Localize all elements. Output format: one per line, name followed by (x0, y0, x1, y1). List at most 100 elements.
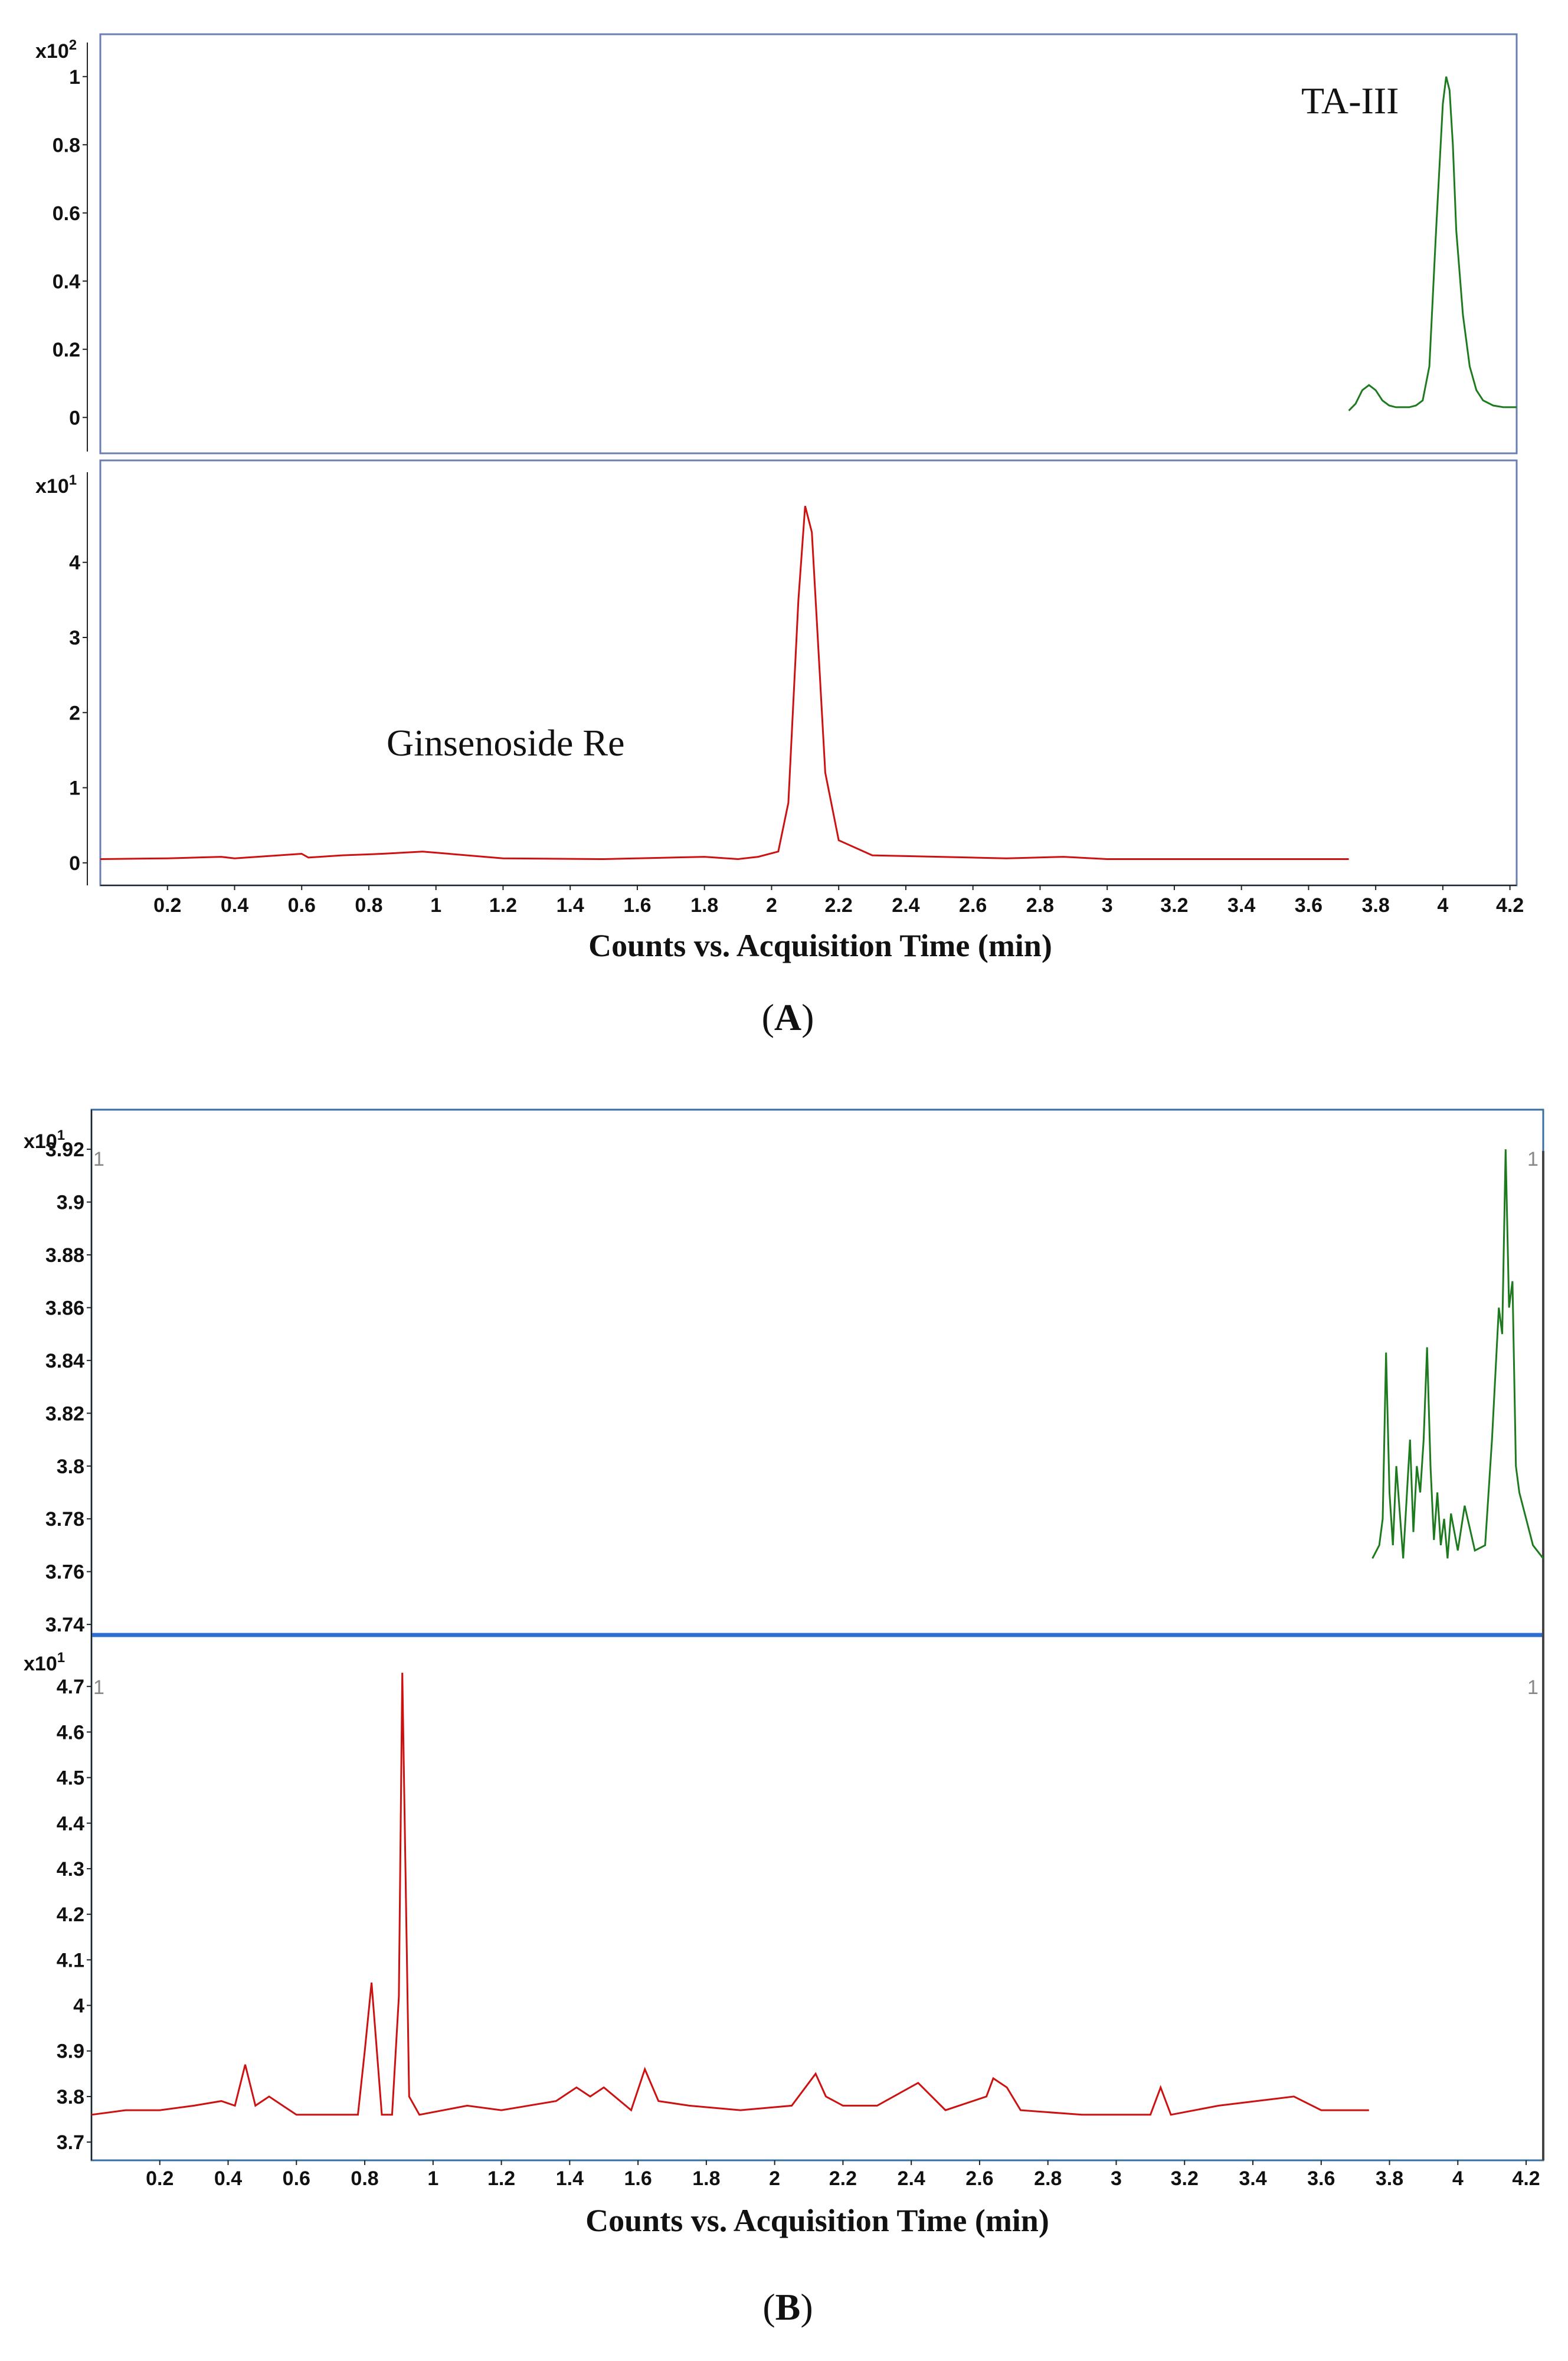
panel-b-bottom-y-tick-label: 3.8 (57, 2086, 84, 2108)
panel-b-top-y-tick-label: 3.78 (45, 1508, 84, 1531)
panel-b-x-tick-label: 4 (1452, 2167, 1464, 2190)
panel-b-bottom-y-tick-label: 4.6 (57, 1721, 84, 1744)
panel-b-bottom-y-ticks: 3.7 3.8 3.9 4 4.1 4.2 4.3 4.4 4.5 4.6 4.7 (57, 1676, 91, 2154)
series-line-ginsenoside-re-a (100, 505, 1349, 861)
panel-b-bottom-y-tick-label: 4.2 (57, 1904, 84, 1926)
panel-b-x-tick-label: 1.6 (624, 2167, 652, 2190)
panel-b-bottom-y-tick-label: 4.5 (57, 1767, 84, 1790)
panel-b-top-y-ticks: 3.74 3.76 3.78 3.8 3.82 3.84 3.86 3.88 3.9 3.92 (45, 1139, 91, 1636)
panel-a-x-tick-label: 1.6 (623, 894, 651, 917)
panel-a-x-tick-label: 0.8 (355, 894, 382, 917)
panel-a-top-y-tick-label: 0.4 (53, 270, 80, 293)
panel-a-bottom-multiplier: x101 (35, 472, 77, 498)
panel-a-top-frame (99, 33, 1518, 454)
panel-b-bottom-y-tick-label: 4.7 (57, 1676, 84, 1698)
panel-b-top-y-tick-label: 3.74 (45, 1614, 84, 1636)
panel-b-x-tick-label: 1.8 (692, 2167, 720, 2190)
panel-a-top-y-tick-label: 0.6 (53, 202, 80, 225)
panel-b-top-multiplier: x101 (24, 1127, 65, 1153)
panel-a-x-tick-label: 3.6 (1295, 894, 1323, 917)
panel-b-x-tick-label: 3.2 (1171, 2167, 1199, 2190)
panel-a-x-tick-label: 3.4 (1227, 894, 1255, 917)
series-line-ta-iii-b (1371, 1149, 1544, 1559)
series-line-ta-iii-a (1348, 76, 1517, 411)
annotation-ginsenoside-re: Ginsenoside Re (387, 722, 625, 764)
panel-b-top-y-tick-label: 3.8 (57, 1456, 84, 1478)
panel-b-x-tick-label: 1 (427, 2167, 438, 2190)
panel-a-x-tick-label: 1.4 (557, 894, 584, 917)
panel-b: x101 x101 1 1 1 1 3.743.763.783.83.823.8… (24, 1108, 1544, 2328)
panel-a-x-tick-label: 3.2 (1160, 894, 1188, 917)
panel-b-bottom-y-tick-label: 4.3 (57, 1858, 84, 1881)
panel-a-top-y-tick-label: 0 (69, 407, 80, 429)
panel-b-bottom-y-tick-label: 4.4 (57, 1813, 84, 1835)
panel-a-top-y-tick-label: 1 (69, 66, 80, 89)
panel-a-x-tick-label: 2.2 (825, 894, 853, 917)
panel-a-bottom-frame (99, 459, 1518, 887)
panel-a-x-tick-label: 2 (766, 894, 777, 917)
panel-b-top-y-tick-label: 3.88 (45, 1244, 84, 1267)
panel-b-top-y-tick-label: 3.76 (45, 1561, 84, 1584)
panel-b-bottom-multiplier: x101 (24, 1650, 65, 1675)
panel-b-top-left-marker: 1 (93, 1148, 104, 1170)
panel-a-x-axis-label: Counts vs. Acquisition Time (min) (588, 928, 1052, 963)
panel-b-x-axis-label: Counts vs. Acquisition Time (min) (585, 2203, 1049, 2238)
panel-b-x-tick-label: 1.2 (487, 2167, 515, 2190)
panel-a-x-tick-label: 2.4 (892, 894, 919, 917)
panel-b-bottom-right-marker: 1 (1527, 1676, 1538, 1699)
panel-a-x-tick-label: 1.2 (489, 894, 517, 917)
panel-b-x-tick-label: 3 (1111, 2167, 1122, 2190)
panel-a-x-tick-label: 0.2 (153, 894, 181, 917)
panel-a-x-tick-label: 4.2 (1496, 894, 1524, 917)
panel-b-bottom-y-tick-label: 3.9 (57, 2040, 84, 2063)
panel-b-bottom-y-tick-label: 4.1 (57, 1949, 84, 1971)
panel-a-x-ticks: 0.2 0.4 0.6 0.8 1 1.2 1.4 1.6 1.8 2 2.2 2.4 2.6 2.8 3 3… (153, 885, 1524, 917)
panel-b-x-tick-label: 2.6 (965, 2167, 993, 2190)
panel-a-x-tick-label: 0.4 (221, 894, 248, 917)
panel-b-x-tick-label: 2.8 (1034, 2167, 1062, 2190)
panel-a-bottom-y-tick-label: 3 (69, 627, 80, 649)
panel-b-x-tick-label: 2 (769, 2167, 780, 2190)
panel-b-bottom-y-tick-label: 3.7 (57, 2131, 84, 2154)
panel-a-x-tick-label: 0.6 (288, 894, 316, 917)
panel-a-x-tick-label: 2.8 (1026, 894, 1054, 917)
panel-b-x-tick-label: 3.8 (1376, 2167, 1403, 2190)
panel-a-x-tick-label: 4 (1437, 894, 1448, 917)
panel-b-x-ticks: 0.2 0.4 0.6 0.8 1 1.2 1.4 1.6 1.8 2 2.2 2.4 2.6 2.8 3 3… (146, 2160, 1540, 2190)
panel-a-x-tick-label: 3.8 (1362, 894, 1390, 917)
panel-b-top-y-tick-label: 3.9 (57, 1192, 84, 1214)
panel-b-caption: (B) (762, 2286, 813, 2328)
panel-b-x-tick-label: 3.4 (1239, 2167, 1266, 2190)
panel-a-caption: (A) (762, 996, 814, 1038)
panel-a-bottom-y-ticks: 0 1 2 3 4 (69, 552, 87, 875)
panel-b-top-right-marker: 1 (1527, 1148, 1538, 1170)
panel-b-x-tick-label: 2.2 (829, 2167, 857, 2190)
panel-a-top-y-tick-label: 0.8 (53, 134, 80, 156)
panel-b-x-tick-label: 2.4 (898, 2167, 925, 2190)
panel-b-top-y-tick-label: 3.92 (45, 1139, 84, 1161)
panel-b-x-tick-label: 0.2 (146, 2167, 174, 2190)
series-line-ginsenoside-re-b (91, 1672, 1369, 2116)
panel-b-x-tick-label: 3.6 (1307, 2167, 1335, 2190)
panel-a-x-tick-label: 3 (1102, 894, 1113, 917)
panel-b-x-tick-label: 1.4 (556, 2167, 584, 2190)
panel-a-x-tick-label: 2.6 (959, 894, 987, 917)
panel-b-bottom-left-marker: 1 (93, 1676, 104, 1699)
panel-b-x-tick-label: 0.4 (214, 2167, 242, 2190)
panel-b-x-tick-label: 0.6 (283, 2167, 310, 2190)
panel-a-bottom-y-tick-label: 0 (69, 852, 80, 875)
panel-a-bottom-y-tick-label: 4 (69, 552, 80, 574)
panel-b-x-tick-label: 0.8 (351, 2167, 378, 2190)
panel-a-bottom-y-tick-label: 1 (69, 777, 80, 800)
panel-b-top-y-tick-label: 3.82 (45, 1402, 84, 1425)
panel-a-top-y-tick-label: 0.2 (53, 339, 80, 361)
panel-b-top-y-tick-label: 3.84 (45, 1350, 84, 1372)
panel-b-bottom-y-tick-label: 4 (73, 1995, 84, 2017)
panel-a-top-multiplier: x102 (35, 37, 77, 63)
panel-a-x-tick-label: 1.8 (690, 894, 718, 917)
panel-a-top-y-ticks: 0 0.2 0.4 0.6 0.8 1 (53, 66, 87, 429)
annotation-ta-iii: TA-III (1301, 80, 1399, 122)
panel-b-top-y-tick-label: 3.86 (45, 1297, 84, 1319)
panel-a-bottom-y-tick-label: 2 (69, 702, 80, 724)
